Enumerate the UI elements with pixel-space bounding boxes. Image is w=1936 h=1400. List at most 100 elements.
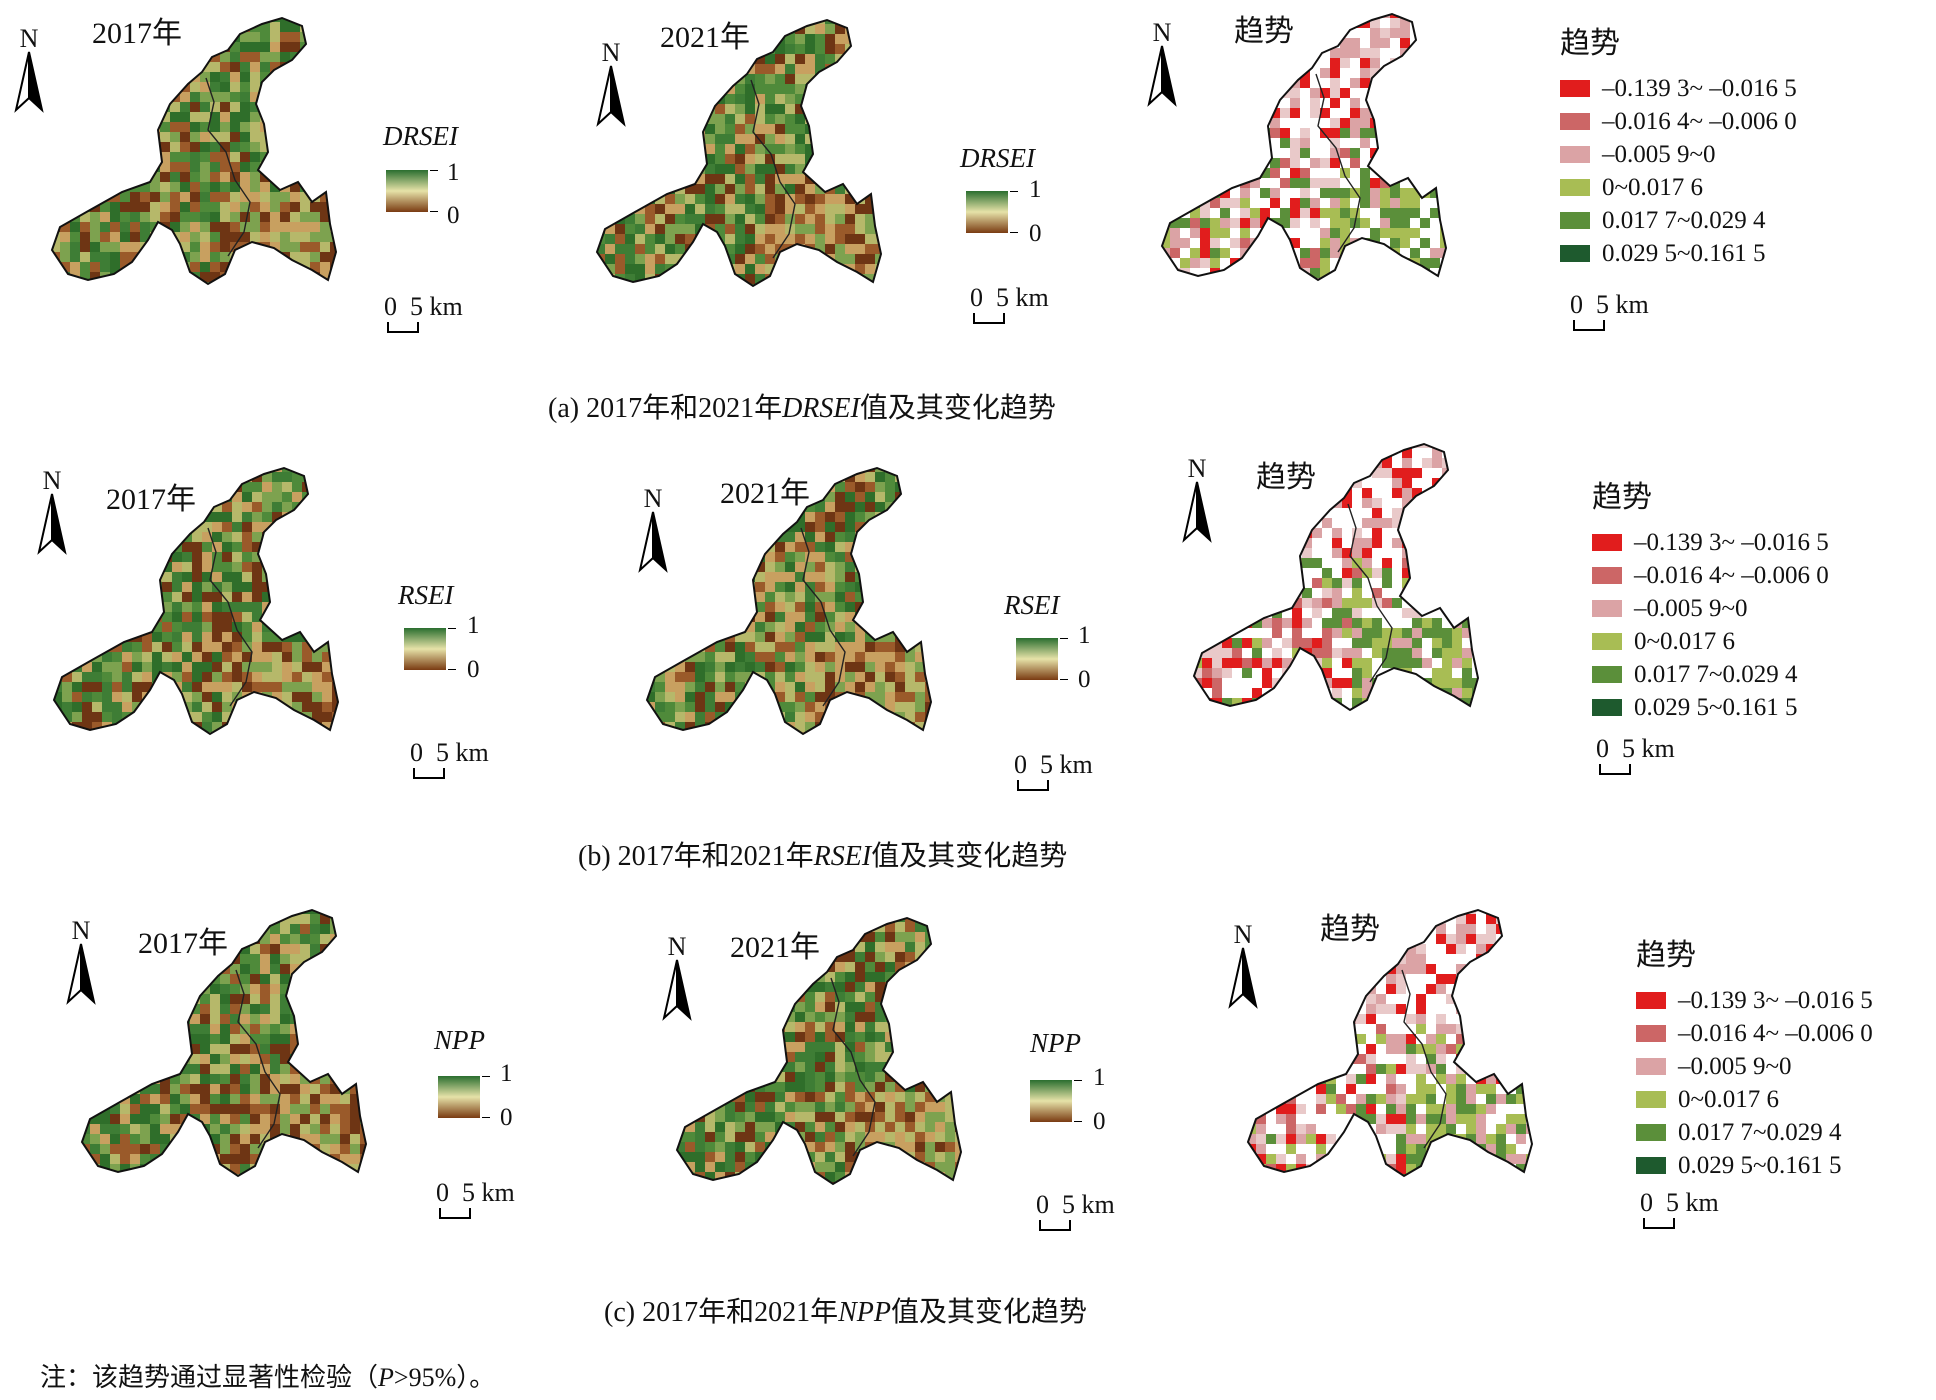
- map-outline: [80, 908, 368, 1178]
- map-raster: [54, 468, 338, 734]
- value-label: RSEI: [398, 580, 454, 610]
- scale-label: 0 5 km: [1014, 750, 1093, 779]
- legend-swatch: [1592, 600, 1622, 617]
- map-title: 趋势: [1320, 913, 1380, 946]
- district-boundary: [1347, 503, 1393, 683]
- north-label: N: [42, 466, 62, 495]
- legend-swatch: [1636, 1157, 1666, 1174]
- scale-bar-line: [1599, 764, 1631, 775]
- value-label: RSEI: [1004, 590, 1060, 620]
- legend-swatch: [1592, 633, 1622, 650]
- scale-bar: 0 5 km: [1596, 734, 1675, 776]
- scale-bar-line: [1573, 320, 1605, 331]
- legend-item: 0~0.017 6: [1560, 171, 1797, 204]
- legend-item: –0.016 4~ –0.006 0: [1636, 1017, 1873, 1050]
- legend-swatch: [1636, 1124, 1666, 1141]
- map-raster: [597, 20, 881, 286]
- legend-item: –0.139 3~ –0.016 5: [1636, 984, 1873, 1017]
- scale-bar-line: [973, 313, 1005, 324]
- scale-bar-line: [439, 1208, 471, 1219]
- north-arrow: N: [594, 40, 628, 127]
- legend-title: 趋势: [1636, 939, 1696, 972]
- north-label: N: [1233, 920, 1253, 949]
- map-title: 趋势: [1234, 15, 1294, 48]
- legend-item: 0~0.017 6: [1592, 625, 1829, 658]
- value-label: DRSEI: [960, 143, 1035, 173]
- color-ramp: [438, 1076, 490, 1118]
- map-title: 2017年: [106, 483, 196, 516]
- color-ramp: [966, 191, 1018, 233]
- ramp-min: 0: [500, 1104, 513, 1131]
- scale-bar: 0 5 km: [1640, 1188, 1719, 1230]
- scale-bar: 0 5 km: [1036, 1190, 1115, 1232]
- color-ramp: [386, 170, 438, 212]
- scale-bar: 0 5 km: [384, 292, 463, 334]
- ramp-min: 0: [1078, 666, 1091, 693]
- north-arrow: N: [35, 466, 69, 555]
- scale-bar-line: [413, 768, 445, 779]
- region-boundary: [1160, 12, 1448, 282]
- scale-bar-line: [1017, 780, 1049, 791]
- ramp-max: 1: [447, 159, 460, 186]
- region-boundary: [675, 916, 963, 1186]
- legend-item: 0.029 5~0.161 5: [1592, 691, 1829, 724]
- region-boundary: [80, 908, 368, 1178]
- scale-label: 0 5 km: [1596, 734, 1675, 763]
- district-boundary: [207, 527, 253, 707]
- trend-legend: 趋势 –0.139 3~ –0.016 5 –0.016 4~ –0.006 0 –0…: [1592, 472, 1829, 724]
- legend-swatch: [1560, 80, 1590, 97]
- map-raster: [1194, 444, 1478, 710]
- legend-swatch: [1592, 666, 1622, 683]
- legend-label: –0.139 3~ –0.016 5: [1602, 74, 1797, 102]
- legend-swatch: [1636, 1025, 1666, 1042]
- trend-legend: 趋势 –0.139 3~ –0.016 5 –0.016 4~ –0.006 0 –0…: [1636, 930, 1873, 1182]
- legend-swatch: [1592, 699, 1622, 716]
- legend-label: 0.017 7~0.029 4: [1602, 206, 1766, 234]
- value-label: NPP: [1030, 1028, 1081, 1058]
- map-raster: [52, 18, 336, 284]
- map-outline: [1192, 442, 1480, 712]
- map-raster: [647, 468, 931, 734]
- color-ramp: [1016, 638, 1068, 680]
- region-boundary: [50, 16, 338, 286]
- ramp-max: 1: [500, 1060, 513, 1087]
- legend-item: 0.017 7~0.029 4: [1636, 1116, 1873, 1149]
- legend-item: –0.005 9~0: [1592, 592, 1829, 625]
- scale-label: 0 5 km: [410, 738, 489, 767]
- legend-item: 0.029 5~0.161 5: [1636, 1149, 1873, 1182]
- map-title: 2021年: [660, 21, 750, 54]
- north-arrow-icon: [1147, 45, 1177, 107]
- scale-label: 0 5 km: [1640, 1188, 1719, 1217]
- map-outline: [595, 18, 883, 288]
- legend-label: –0.016 4~ –0.006 0: [1634, 561, 1829, 589]
- north-arrow: N: [1180, 456, 1214, 543]
- ramp-max: 1: [1078, 622, 1091, 649]
- scale-label: 0 5 km: [384, 292, 463, 321]
- caption-b: (b) 2017年和2021年RSEI值及其变化趋势: [578, 841, 1068, 872]
- north-arrow-icon: [37, 493, 67, 555]
- ramp-min: 0: [447, 202, 460, 229]
- ramp-max: 1: [1029, 176, 1042, 203]
- north-arrow: N: [1145, 20, 1179, 107]
- legend-swatch: [1560, 245, 1590, 262]
- district-boundary: [235, 969, 281, 1149]
- district-boundary: [800, 527, 846, 707]
- legend-label: 0~0.017 6: [1602, 173, 1704, 201]
- legend-item: –0.005 9~0: [1560, 138, 1797, 171]
- scale-bar-line: [1039, 1220, 1071, 1231]
- ramp-min: 0: [1029, 220, 1042, 247]
- scale-label: 0 5 km: [1036, 1190, 1115, 1219]
- map-raster: [677, 918, 961, 1184]
- scale-bar: 0 5 km: [1570, 290, 1649, 332]
- scale-bar-line: [1643, 1218, 1675, 1229]
- legend-item: –0.005 9~0: [1636, 1050, 1873, 1083]
- map-raster: [82, 910, 366, 1176]
- ramp-max: 1: [1093, 1064, 1106, 1091]
- color-ramp: [404, 628, 456, 670]
- scale-bar: 0 5 km: [1014, 750, 1093, 792]
- legend-swatch: [1560, 212, 1590, 229]
- north-arrow-icon: [662, 959, 692, 1021]
- district-boundary: [205, 77, 251, 257]
- legend-item: 0~0.017 6: [1636, 1083, 1873, 1116]
- legend-item: 0.017 7~0.029 4: [1560, 204, 1797, 237]
